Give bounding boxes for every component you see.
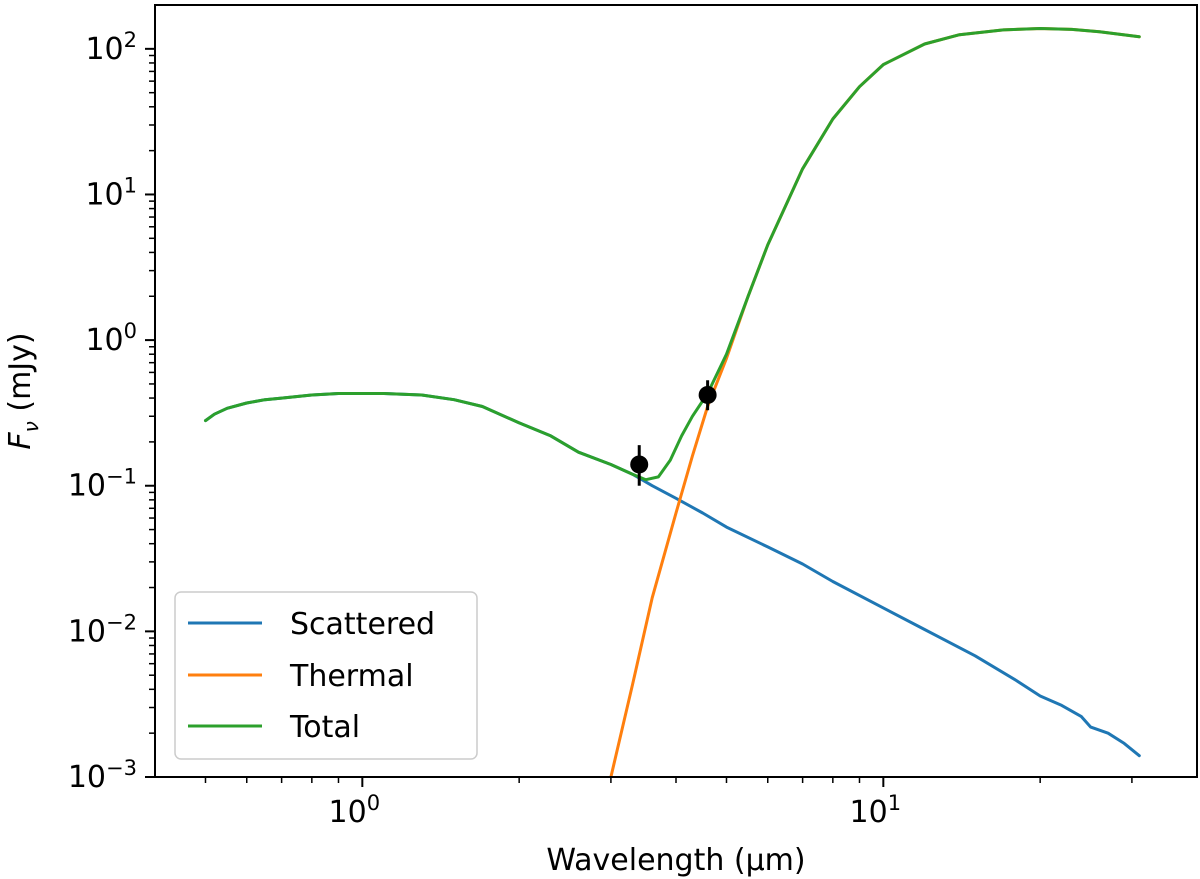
obs-point-2: [698, 385, 717, 404]
obs-point-1: [630, 455, 649, 474]
y-tick-label: 100: [85, 319, 137, 358]
y-tick-label: 10−3: [68, 756, 137, 795]
axes-ticks: 100 101 10−3 10−2 10−1 100 101 102: [68, 28, 1133, 830]
y-tick-label: 101: [85, 173, 137, 212]
y-tick-label: 10−2: [68, 610, 137, 649]
series-line-thermal: [609, 27, 1141, 777]
y-tick-label: 10−1: [68, 465, 137, 504]
x-tick-label: 100: [329, 791, 381, 830]
y-axis-label-unit: (mJy): [3, 332, 38, 421]
series-line-total: [204, 27, 1141, 482]
y-axis-label-sub: ν: [19, 421, 43, 432]
legend: Scattered Thermal Total: [174, 591, 478, 760]
y-axis-label-main: F: [3, 432, 38, 450]
y-tick-label: 102: [85, 28, 137, 67]
observations-layer: [630, 380, 717, 486]
y-axis-label: Fν (mJy): [3, 332, 43, 449]
legend-label-total: Total: [289, 710, 360, 745]
series-layer: [204, 27, 1141, 777]
legend-frame: [174, 591, 478, 760]
x-axis-label: Wavelength (µm): [546, 843, 805, 878]
x-tick-label: 101: [850, 791, 902, 830]
legend-label-scattered: Scattered: [290, 607, 435, 642]
legend-label-thermal: Thermal: [289, 659, 414, 694]
